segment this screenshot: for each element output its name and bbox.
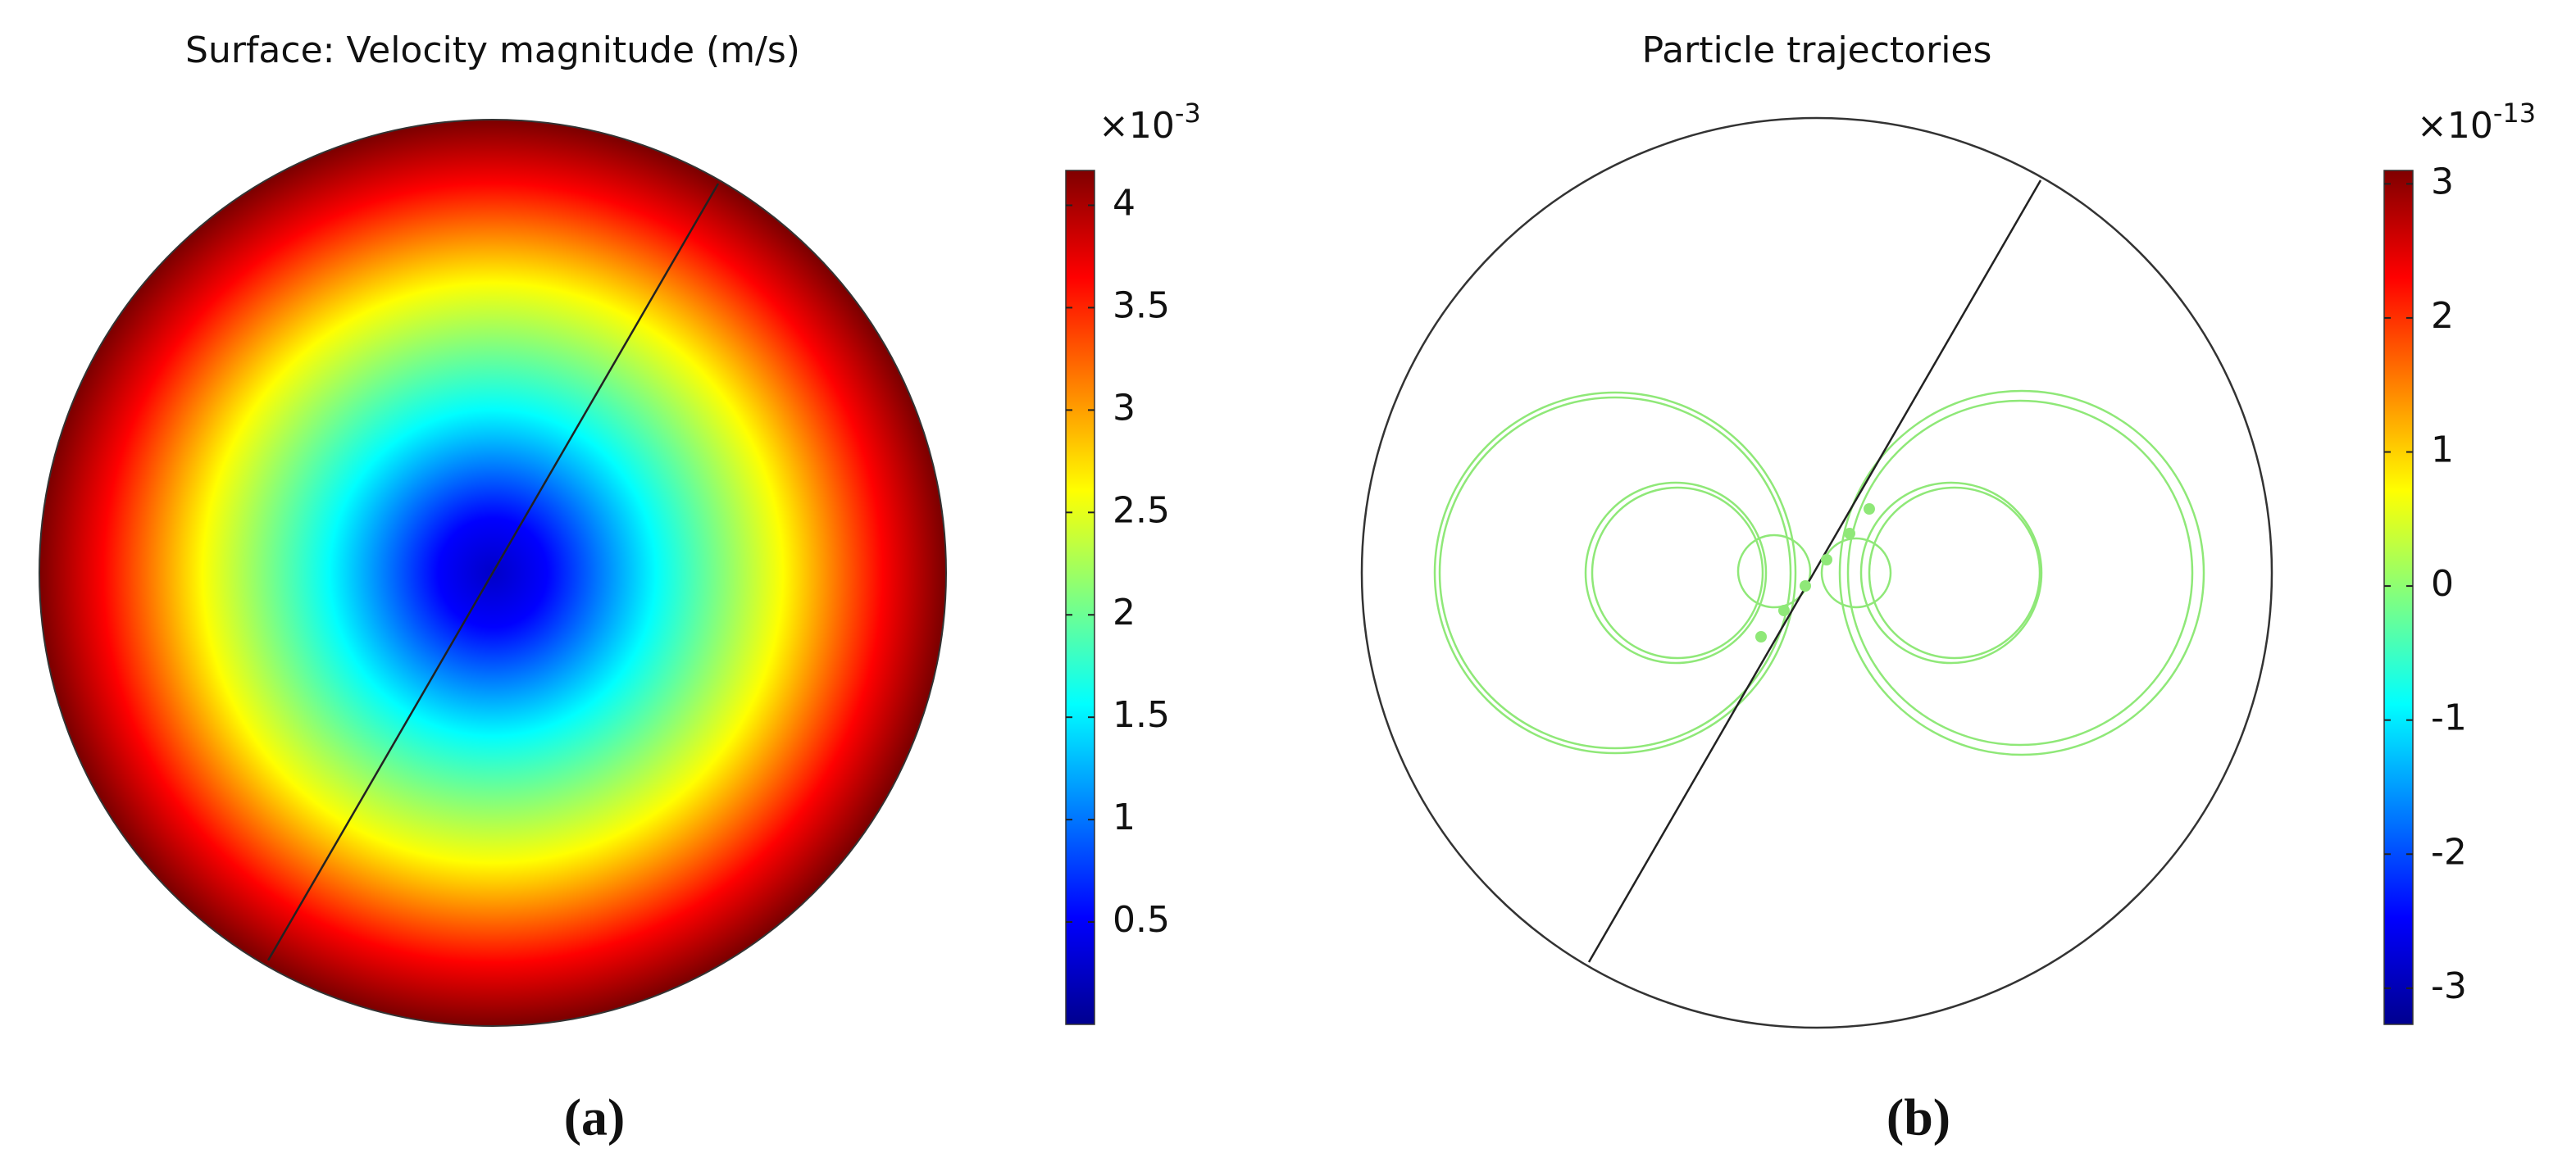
trajectory (1584, 481, 1768, 665)
tick-label: 1 (1113, 797, 1136, 838)
panel-label: (a) (564, 1088, 626, 1146)
boundary-line (1587, 179, 2042, 963)
colorbar (1065, 170, 1095, 1025)
tick-label: 2.5 (1113, 489, 1170, 531)
tick-label: 4 (1113, 182, 1136, 224)
trajectory (1591, 486, 1764, 660)
tick-label: -1 (2431, 697, 2467, 739)
boundary-line (266, 183, 720, 961)
particles (1755, 503, 1875, 642)
exponent-base: ×10 (1099, 105, 1175, 147)
tick-label: 2 (1113, 592, 1136, 633)
colorbar-exponent: ×10-3 (1099, 98, 1201, 147)
tick-label: 3 (2431, 161, 2454, 202)
tick-label: -3 (2431, 965, 2467, 1007)
domain-circle (1360, 116, 2273, 1029)
particle (1778, 605, 1790, 616)
trajectory (1846, 399, 2194, 747)
exponent-base: ×10 (2417, 105, 2493, 147)
colorbar-exponent: ×10-13 (2417, 98, 2536, 147)
panel-title: Particle trajectories (1642, 30, 1992, 71)
trajectory (1433, 391, 1797, 755)
trajectory (1868, 486, 2041, 660)
trajectory (1859, 481, 2043, 665)
trajectories (1360, 116, 2273, 1029)
tick-label: 2 (2431, 295, 2454, 337)
tick-label: 0 (2431, 563, 2454, 605)
particle (1800, 580, 1811, 592)
tick-label: 1 (2431, 429, 2454, 471)
tick-label: 0.5 (1113, 899, 1170, 941)
particle (1844, 528, 1855, 539)
tick-label: 1.5 (1113, 694, 1170, 736)
tick-label: -2 (2431, 831, 2467, 873)
tick-label: 3.5 (1113, 284, 1170, 326)
trajectory (1838, 389, 2205, 756)
particle (1864, 503, 1875, 515)
panel-label: (b) (1886, 1088, 1950, 1146)
tick-label: 3 (1113, 387, 1136, 429)
exponent-power: -13 (2493, 98, 2536, 129)
particle (1821, 554, 1832, 565)
exponent-power: -3 (1175, 98, 1201, 129)
panel-title: Surface: Velocity magnitude (m/s) (185, 30, 800, 71)
trajectory (1820, 537, 1892, 609)
particle (1755, 631, 1767, 642)
colorbar (2383, 170, 2414, 1025)
trajectory (1736, 534, 1812, 609)
trajectory (1438, 396, 1792, 750)
